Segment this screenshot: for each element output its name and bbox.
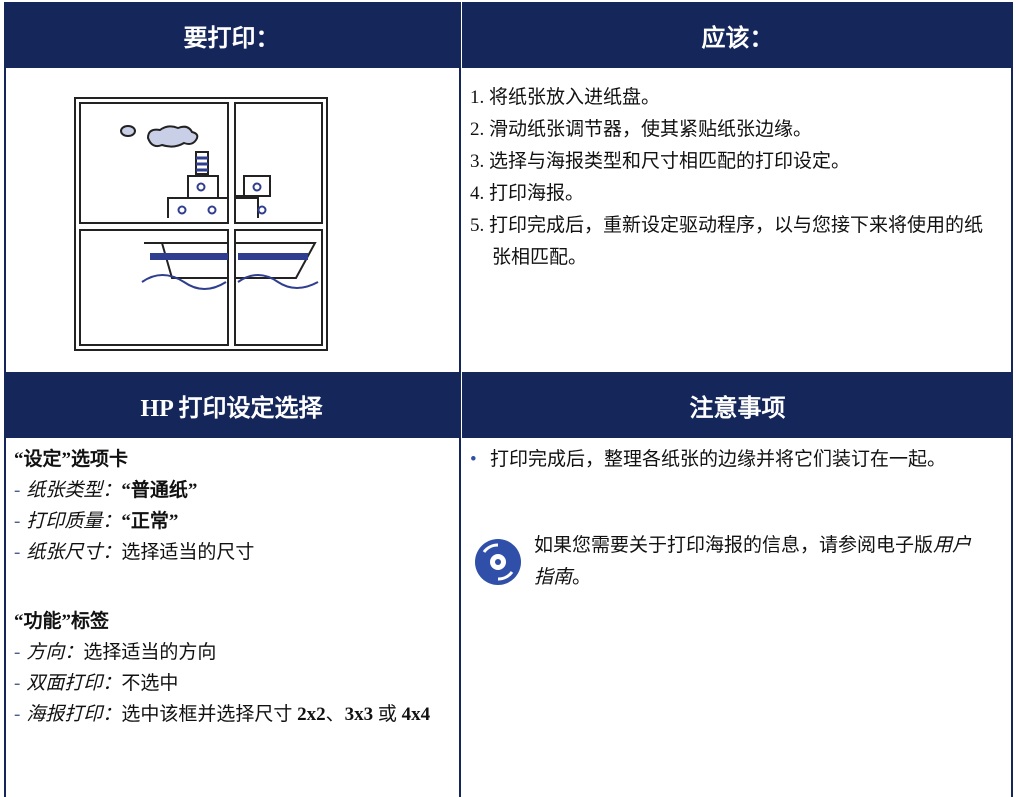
setting-item: - 方向：选择适当的方向	[14, 637, 454, 668]
ship-deck	[235, 175, 271, 197]
note-item: • 打印完成后，整理各纸张的边缘并将它们装订在一起。	[470, 444, 990, 476]
setting-item: - 海报打印：选中该框并选择尺寸 2x2、3x3 或 4x4	[14, 699, 454, 730]
setting-item: - 纸张尺寸：选择适当的尺寸	[14, 537, 454, 568]
hull	[235, 242, 317, 279]
header-cell: HP 打印设定选择	[4, 372, 459, 438]
border	[1011, 2, 1013, 797]
dash: -	[14, 480, 21, 501]
header-cell: 注意事项	[462, 372, 1013, 438]
header-cell: 要打印：	[4, 2, 459, 68]
cd-icon	[475, 539, 521, 585]
text-segment: 选择适当的尺寸	[121, 542, 255, 563]
border	[4, 2, 6, 797]
panel	[79, 229, 229, 346]
step: 5. 打印完成后，重新设定驱动程序，以与您接下来将使用的纸张相匹配。	[470, 215, 984, 268]
hull-stripe	[238, 253, 308, 260]
panel	[234, 102, 323, 224]
hull-stripe	[150, 253, 228, 260]
border	[459, 2, 461, 797]
text-segment: “正常”	[121, 511, 179, 532]
dash: -	[14, 511, 21, 532]
dash: -	[14, 542, 21, 563]
smoke	[146, 125, 199, 148]
shine	[497, 571, 514, 581]
porthole	[196, 182, 206, 192]
porthole	[257, 205, 267, 215]
text-segment: 、	[325, 704, 345, 725]
dash: -	[14, 642, 21, 663]
step: 4. 打印海报。	[470, 183, 585, 204]
text-segment: 4x4	[401, 704, 431, 725]
steps: 1. 将纸张放入进纸盘。 2. 滑动纸张调节器，使其紧贴纸张边缘。 3. 选择与海报…	[470, 82, 995, 274]
step: 3. 选择与海报类型和尺寸相匹配的打印设定。	[470, 151, 851, 172]
porthole	[177, 205, 187, 215]
dash: -	[14, 704, 21, 725]
note-text: 打印完成后，整理各纸张的边缘并将它们装订在一起。	[490, 449, 947, 470]
waves	[141, 274, 319, 290]
panel	[79, 102, 229, 224]
text-segment: “普通纸”	[121, 480, 198, 501]
tip: 如果您需要关于打印海报的信息，请参阅电子版用户指南。	[534, 530, 984, 594]
text-segment: 如果您需要关于打印海报的信息，请参阅电子版	[534, 535, 934, 556]
porthole	[252, 182, 262, 192]
text-segment: 3x3	[344, 704, 374, 725]
text-segment: 纸张尺寸：	[26, 542, 122, 563]
text-segment: 。	[572, 567, 592, 588]
frame	[74, 97, 328, 351]
dash: -	[14, 673, 21, 694]
smoke	[120, 125, 136, 137]
notes: • 打印完成后，整理各纸张的边缘并将它们装订在一起。 如果您需要关于打印海报的信…	[470, 444, 990, 588]
text-segment: 选中该框并选择尺寸	[121, 704, 298, 725]
text-segment: 方向：	[26, 642, 84, 663]
setting-item: - 纸张类型：“普通纸”	[14, 475, 454, 506]
text-segment: 海报打印：	[26, 704, 122, 725]
header-cell: 应该：	[462, 2, 1013, 68]
poster-illustration	[74, 97, 328, 351]
setting-item: - 打印质量：“正常”	[14, 506, 454, 537]
section-title: “设定”选项卡	[14, 449, 129, 470]
setting-item: - 双面打印：不选中	[14, 668, 454, 699]
step: 1. 将纸张放入进纸盘。	[470, 87, 661, 108]
text-segment: 选择适当的方向	[83, 642, 217, 663]
text-segment: 或	[373, 704, 402, 725]
text-segment: 不选中	[121, 673, 179, 694]
panel	[234, 229, 323, 346]
settings: “设定”选项卡 - 纸张类型：“普通纸” - 打印质量：“正常” - 纸张尺寸：选择适当的尺…	[14, 444, 454, 730]
hull	[144, 242, 228, 279]
text-segment: 打印质量：	[26, 511, 122, 532]
shine	[482, 543, 499, 553]
step: 2. 滑动纸张调节器，使其紧贴纸张边缘。	[470, 119, 813, 140]
text-segment: 用户指南	[534, 535, 972, 588]
section-title: “功能”标签	[14, 611, 110, 632]
bullet: •	[470, 449, 477, 470]
text-segment: 双面打印：	[26, 673, 122, 694]
text-segment: 纸张类型：	[26, 480, 122, 501]
hole	[495, 559, 501, 565]
porthole	[207, 205, 217, 215]
text-segment: 2x2	[297, 704, 326, 725]
